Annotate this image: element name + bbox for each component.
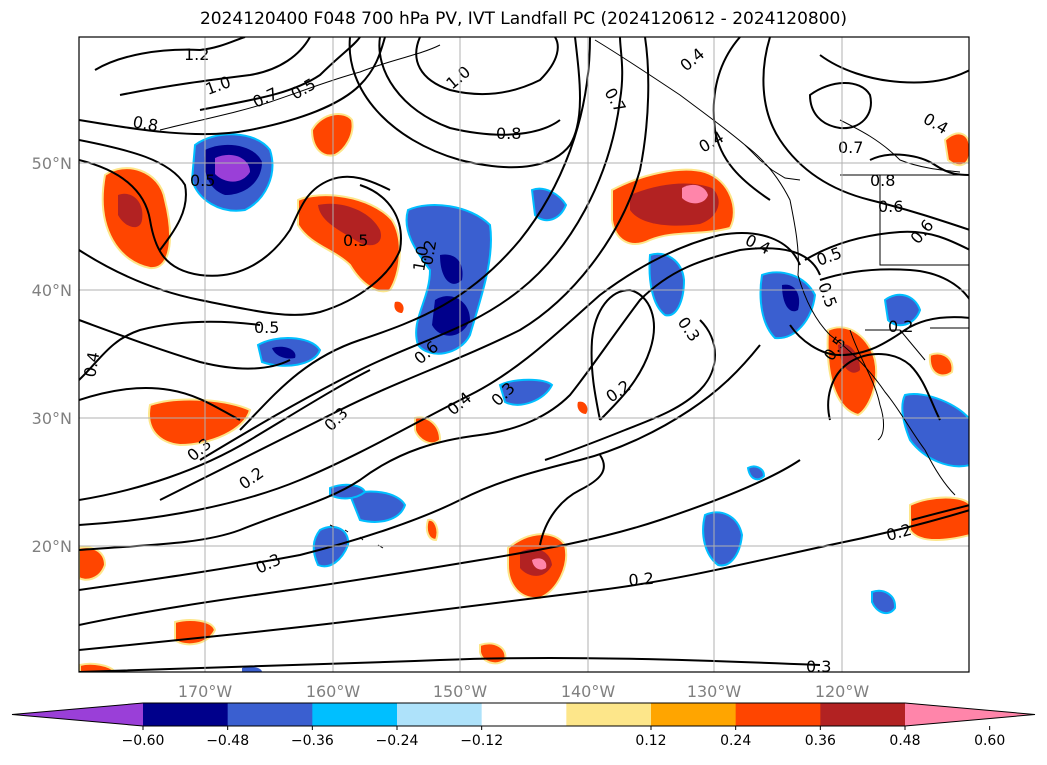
svg-text:0.6: 0.6 xyxy=(907,216,938,248)
svg-text:0.7: 0.7 xyxy=(250,84,281,112)
lon-label: 170°W xyxy=(178,682,233,701)
colorbar-tick-label: 0.36 xyxy=(805,733,836,749)
svg-text:0.4: 0.4 xyxy=(80,350,103,378)
longitude-labels: 170°W 160°W 150°W 140°W 130°W 120°W xyxy=(178,682,870,701)
svg-text:0.7: 0.7 xyxy=(601,85,630,117)
svg-text:0.4: 0.4 xyxy=(742,230,773,258)
colorbar-tick-label: 0.48 xyxy=(889,733,920,749)
positive-anomaly-shading xyxy=(79,113,969,672)
svg-text:0.2: 0.2 xyxy=(628,569,655,590)
colorbar-tick-label: −0.24 xyxy=(376,733,419,749)
svg-text:0.8: 0.8 xyxy=(131,112,159,135)
colorbar-segment xyxy=(566,703,652,726)
svg-text:0.3: 0.3 xyxy=(806,657,831,676)
svg-text:0.4: 0.4 xyxy=(443,388,475,419)
gridlines xyxy=(79,37,969,672)
svg-text:0.5: 0.5 xyxy=(343,231,368,250)
colorbar-tick-label: 0.24 xyxy=(720,733,751,749)
svg-text:0.3: 0.3 xyxy=(253,550,284,578)
lon-label: 140°W xyxy=(561,682,616,701)
latitude-labels: 50°N 40°N 30°N 20°N xyxy=(32,154,72,556)
colorbar-segment xyxy=(651,703,737,726)
colorbar-segment xyxy=(312,703,398,726)
colorbar-tick-label: −0.12 xyxy=(460,733,503,749)
svg-text:0.7: 0.7 xyxy=(838,138,863,157)
svg-text:0.5: 0.5 xyxy=(254,318,279,337)
colorbar-tick-label: −0.60 xyxy=(122,733,165,749)
svg-text:0.6: 0.6 xyxy=(878,197,903,216)
lat-label: 50°N xyxy=(32,154,72,173)
svg-text:1.2: 1.2 xyxy=(184,45,209,64)
svg-text:0.8: 0.8 xyxy=(496,124,521,143)
map-frame xyxy=(78,36,970,673)
lat-label: 30°N xyxy=(32,409,72,428)
colorbar-tick-label: 0.60 xyxy=(974,733,1005,749)
svg-text:0.4: 0.4 xyxy=(676,44,708,75)
colorbar-segment xyxy=(397,703,483,726)
colorbar-segment xyxy=(227,703,313,726)
negative-anomaly-shading xyxy=(190,133,969,672)
lon-label: 120°W xyxy=(815,682,870,701)
lat-label: 20°N xyxy=(32,537,72,556)
colorbar-segment xyxy=(735,703,821,726)
svg-text:0.3: 0.3 xyxy=(674,313,704,345)
lon-label: 160°W xyxy=(306,682,361,701)
svg-text:0.5: 0.5 xyxy=(814,243,844,270)
svg-text:0.2: 0.2 xyxy=(888,317,913,336)
lon-label: 130°W xyxy=(687,682,742,701)
svg-text:1.0: 1.0 xyxy=(203,72,233,99)
lon-label: 150°W xyxy=(433,682,488,701)
svg-text:0.2: 0.2 xyxy=(235,463,267,493)
svg-text:0.2: 0.2 xyxy=(602,376,634,406)
svg-text:0.5: 0.5 xyxy=(190,171,215,190)
colorbar-segment xyxy=(820,703,906,726)
colorbar-tick-label: −0.36 xyxy=(291,733,334,749)
colorbar-segment xyxy=(481,703,567,726)
colorbar-tick-label: −0.48 xyxy=(206,733,249,749)
colorbar-extend-min xyxy=(12,703,143,726)
svg-text:1.0: 1.0 xyxy=(409,244,432,272)
colorbar: −0.60 −0.48 −0.36 −0.24 −0.12 0.12 0.24 0.36 0.4… xyxy=(11,702,1036,749)
colorbar-segment xyxy=(143,703,229,726)
colorbar-extend-max xyxy=(905,703,1035,726)
map-title: 2024120400 F048 700 hPa PV, IVT Landfall… xyxy=(199,9,847,29)
svg-text:0.2: 0.2 xyxy=(884,520,914,545)
svg-text:0.2: 0.2 xyxy=(417,238,440,266)
svg-text:0.3: 0.3 xyxy=(320,403,351,434)
svg-text:0.4: 0.4 xyxy=(920,109,952,138)
colorbar-tick-label: 0.12 xyxy=(635,733,666,749)
pv-contours xyxy=(79,37,969,672)
svg-text:0.8: 0.8 xyxy=(870,171,895,190)
svg-text:0.5: 0.5 xyxy=(814,280,841,310)
lat-label: 40°N xyxy=(32,281,72,300)
